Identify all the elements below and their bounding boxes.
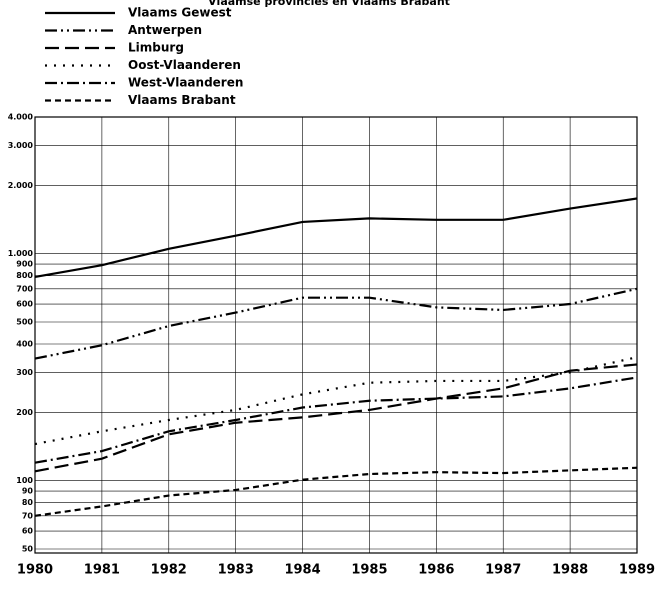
y-tick-label: 50: [22, 545, 34, 554]
y-tick-label: 400: [16, 339, 33, 348]
y-tick-label: 300: [16, 368, 33, 377]
y-tick-label: 4.000: [8, 113, 34, 122]
x-tick-label: 1984: [284, 563, 320, 578]
y-tick-label: 1.000: [8, 249, 34, 258]
x-tick-label: 1987: [485, 563, 521, 578]
y-tick-label: 2.000: [8, 181, 34, 190]
chart-title: Vlaamse provincies en Vlaams Brabant: [208, 0, 450, 8]
y-tick-label: 90: [22, 487, 34, 496]
y-tick-label: 600: [16, 300, 33, 309]
y-tick-label: 60: [22, 527, 34, 536]
x-tick-label: 1988: [552, 563, 588, 578]
y-tick-label: 800: [16, 271, 33, 280]
y-tick-label: 80: [22, 498, 34, 507]
x-tick-label: 1986: [418, 563, 454, 578]
series-line: [34, 287, 638, 360]
legend-label: Oost-Vlaanderen: [128, 58, 241, 72]
legend-label: West-Vlaanderen: [128, 76, 243, 90]
y-tick-label: 70: [22, 511, 34, 520]
y-tick-label: 500: [16, 318, 33, 327]
plot-frame: [34, 116, 638, 554]
y-tick-label: 100: [16, 476, 33, 485]
x-tick-label: 1982: [151, 563, 187, 578]
legend-label: Limburg: [128, 41, 184, 55]
series-line: [34, 356, 638, 446]
legend-label: Vlaams Brabant: [128, 93, 236, 107]
series-line: [34, 363, 638, 473]
series-line: [34, 466, 638, 517]
y-tick-label: 200: [16, 408, 33, 417]
x-tick-label: 1985: [351, 563, 387, 578]
y-tick-label: 900: [16, 260, 33, 269]
x-tick-label: 1983: [218, 563, 254, 578]
x-tick-label: 1981: [84, 563, 120, 578]
y-tick-label: 3.000: [8, 141, 34, 150]
series-line: [34, 197, 638, 278]
x-tick-label: 1980: [17, 563, 53, 578]
legend-label: Antwerpen: [128, 23, 202, 37]
series-line: [34, 376, 638, 464]
legend-label: Vlaams Gewest: [128, 6, 232, 20]
x-tick-label: 1989: [619, 563, 655, 578]
y-tick-label: 700: [16, 284, 33, 293]
